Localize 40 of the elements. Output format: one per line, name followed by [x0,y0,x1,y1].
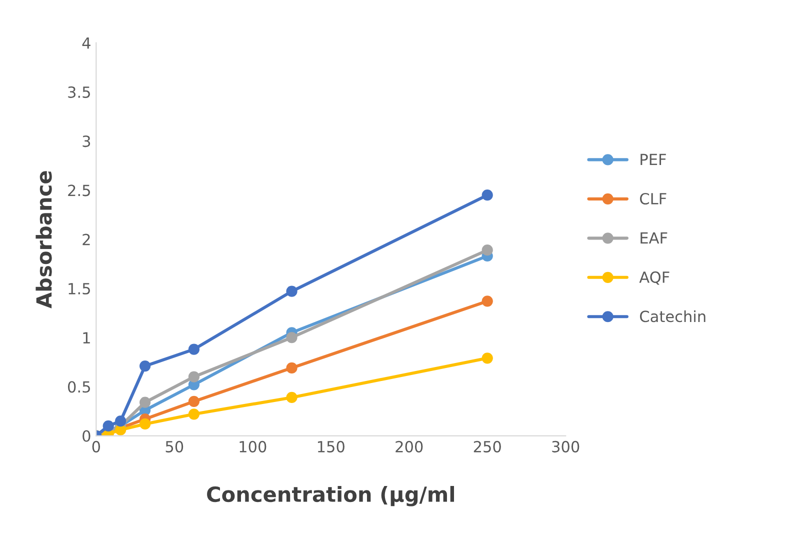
x-tick-label: 100 [240,440,266,452]
x-tick-label: 250 [474,440,501,452]
y-tick-label: 3.5 [68,86,90,98]
x-tick-label: 300 [552,440,580,452]
point [102,420,114,432]
point [115,415,126,427]
point [188,344,200,355]
point [188,396,200,407]
y-tick-label: 1.5 [68,283,90,294]
y-axis-title: Absorbance [36,171,52,308]
x-tick-label: 0 [92,440,100,452]
x-axis-title: Concentration (µg/ml [207,486,454,506]
y-tick-label: 4 [82,37,90,49]
y-tick-label: 0.5 [68,381,90,393]
y-tick-label: 2.5 [68,184,90,196]
x-tick-label: 200 [396,440,423,452]
x-tick-label: 150 [318,440,344,452]
y-tick-label: 3 [82,136,90,148]
point [188,408,200,420]
y-tick-label: 0 [82,430,90,442]
point [188,371,200,382]
point [286,362,298,374]
y-tick-label: 2 [82,234,90,246]
point [286,286,298,297]
point [482,244,493,256]
point [139,360,151,372]
point [139,418,151,430]
point [139,396,151,408]
legend-label: AQF [639,271,670,285]
legend-label: PEF [640,154,666,166]
point [286,332,298,344]
point [482,296,493,307]
legend-label: CLF [640,192,666,204]
y-tick-label: 1 [83,332,90,344]
point [482,190,493,201]
legend-label: Catechin [640,310,706,322]
point [286,392,298,404]
point [482,352,493,364]
legend-label: EAF [640,232,668,244]
x-tick-label: 50 [166,440,184,452]
